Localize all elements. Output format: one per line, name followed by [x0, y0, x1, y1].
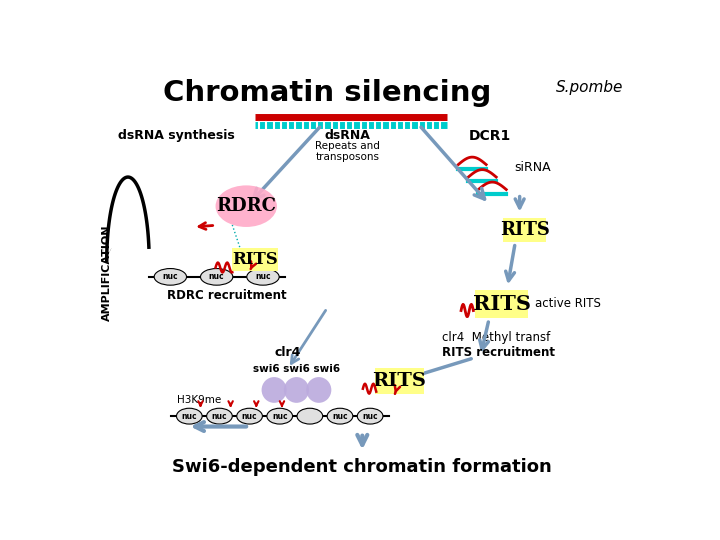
Text: nuc: nuc [242, 411, 258, 421]
Ellipse shape [207, 408, 233, 424]
Text: clr4: clr4 [275, 346, 301, 359]
Ellipse shape [237, 408, 262, 424]
Ellipse shape [215, 185, 277, 227]
Text: nuc: nuc [209, 272, 225, 281]
FancyBboxPatch shape [233, 248, 278, 271]
Text: Swi6-dependent chromatin formation: Swi6-dependent chromatin formation [172, 458, 552, 476]
Text: RITS recruitment: RITS recruitment [441, 346, 554, 359]
Text: Repeats and
transposons: Repeats and transposons [315, 141, 380, 163]
Ellipse shape [176, 408, 202, 424]
Text: RITS: RITS [500, 221, 549, 239]
Text: nuc: nuc [163, 272, 178, 281]
Text: dsRNA: dsRNA [325, 129, 371, 142]
Text: nuc: nuc [212, 411, 228, 421]
Text: nuc: nuc [332, 411, 348, 421]
Text: RITS: RITS [472, 294, 531, 314]
Ellipse shape [327, 408, 353, 424]
Ellipse shape [154, 268, 186, 285]
Ellipse shape [267, 408, 292, 424]
Text: RITS: RITS [233, 251, 278, 268]
Text: Chromatin silencing: Chromatin silencing [163, 79, 491, 107]
Text: H3K9me: H3K9me [176, 395, 221, 406]
Text: active RITS: active RITS [535, 298, 601, 310]
Text: clr4  Methyl transf: clr4 Methyl transf [441, 332, 550, 345]
Text: nuc: nuc [255, 272, 271, 281]
Ellipse shape [306, 377, 331, 403]
Text: RITS: RITS [372, 372, 426, 390]
FancyBboxPatch shape [503, 218, 546, 241]
Ellipse shape [297, 408, 323, 424]
Text: RDRC recruitment: RDRC recruitment [167, 289, 287, 302]
Text: nuc: nuc [272, 411, 287, 421]
Ellipse shape [200, 268, 233, 285]
Ellipse shape [261, 377, 287, 403]
Text: dsRNA synthesis: dsRNA synthesis [118, 129, 235, 142]
FancyBboxPatch shape [374, 368, 423, 394]
Ellipse shape [284, 377, 309, 403]
Text: AMPLIFICATION: AMPLIFICATION [102, 225, 112, 321]
Text: S.pombe: S.pombe [556, 80, 623, 95]
Ellipse shape [357, 408, 383, 424]
Text: nuc: nuc [362, 411, 378, 421]
FancyBboxPatch shape [475, 290, 528, 319]
Text: nuc: nuc [181, 411, 197, 421]
Ellipse shape [247, 268, 279, 285]
Text: RDRC: RDRC [216, 197, 276, 215]
Text: DCR1: DCR1 [468, 129, 510, 143]
Text: siRNA: siRNA [514, 161, 551, 174]
Text: swi6 swi6 swi6: swi6 swi6 swi6 [253, 364, 340, 374]
